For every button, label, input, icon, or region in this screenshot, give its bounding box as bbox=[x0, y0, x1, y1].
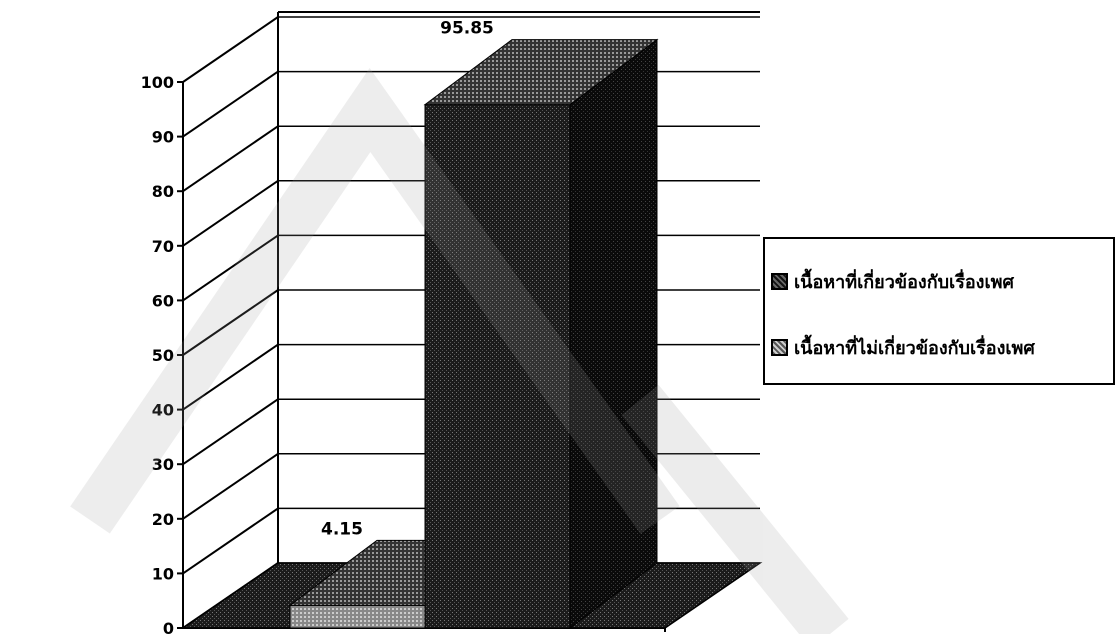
y-tick-label-8: 80 bbox=[152, 182, 174, 201]
gridline-side-2 bbox=[182, 452, 279, 520]
gridline-side-8 bbox=[182, 125, 279, 193]
y-tick-label-1: 10 bbox=[152, 564, 174, 583]
y-tick-label-6: 60 bbox=[152, 291, 174, 310]
legend-label-1: เนื้อหาที่เกี่ยวข้องกับเรื่องเพศ bbox=[794, 272, 1014, 293]
y-tick-label-9: 90 bbox=[152, 128, 174, 147]
y-tick-label-2: 20 bbox=[152, 510, 174, 529]
gridline-side-3 bbox=[182, 398, 279, 466]
bar-front-1 bbox=[289, 604, 426, 629]
gridline-side-1 bbox=[182, 507, 279, 575]
legend-swatch-2 bbox=[771, 339, 788, 356]
legend-swatch-1 bbox=[771, 273, 788, 290]
y-tick-label-3: 30 bbox=[152, 455, 174, 474]
gridline-side-7 bbox=[182, 179, 279, 247]
legend-label-2: เนื้อหาที่ไม่เกี่ยวข้องกับเรื่องเพศ bbox=[794, 338, 1035, 359]
y-tick-label-10: 100 bbox=[141, 73, 174, 92]
data-label-1: 4.15 bbox=[321, 519, 363, 539]
watermark-shape bbox=[70, 67, 849, 638]
bar-top-2 bbox=[423, 39, 659, 106]
gridline-side-5 bbox=[182, 289, 279, 356]
gridline-side-4 bbox=[182, 343, 279, 411]
y-tick-label-0: 0 bbox=[163, 619, 174, 634]
y-tick-label-4: 40 bbox=[152, 401, 174, 420]
legend-item-1: เนื้อหาที่เกี่ยวข้องกับเรื่องเพศ bbox=[771, 267, 1014, 296]
gridline-side-10 bbox=[182, 16, 279, 83]
gridline-side-9 bbox=[182, 70, 279, 138]
gridline-side-6 bbox=[182, 234, 279, 302]
data-label-2: 95.85 bbox=[440, 19, 494, 39]
bar-front-2 bbox=[424, 104, 571, 629]
legend-item-2: เนื้อหาที่ไม่เกี่ยวข้องกับเรื่องเพศ bbox=[771, 333, 1035, 362]
bar-side-2 bbox=[569, 38, 658, 629]
y-tick-label-5: 50 bbox=[152, 346, 174, 365]
legend: เนื้อหาที่เกี่ยวข้องกับเรื่องเพศ เนื้อหา… bbox=[763, 237, 1115, 385]
y-tick-label-7: 70 bbox=[152, 237, 174, 256]
